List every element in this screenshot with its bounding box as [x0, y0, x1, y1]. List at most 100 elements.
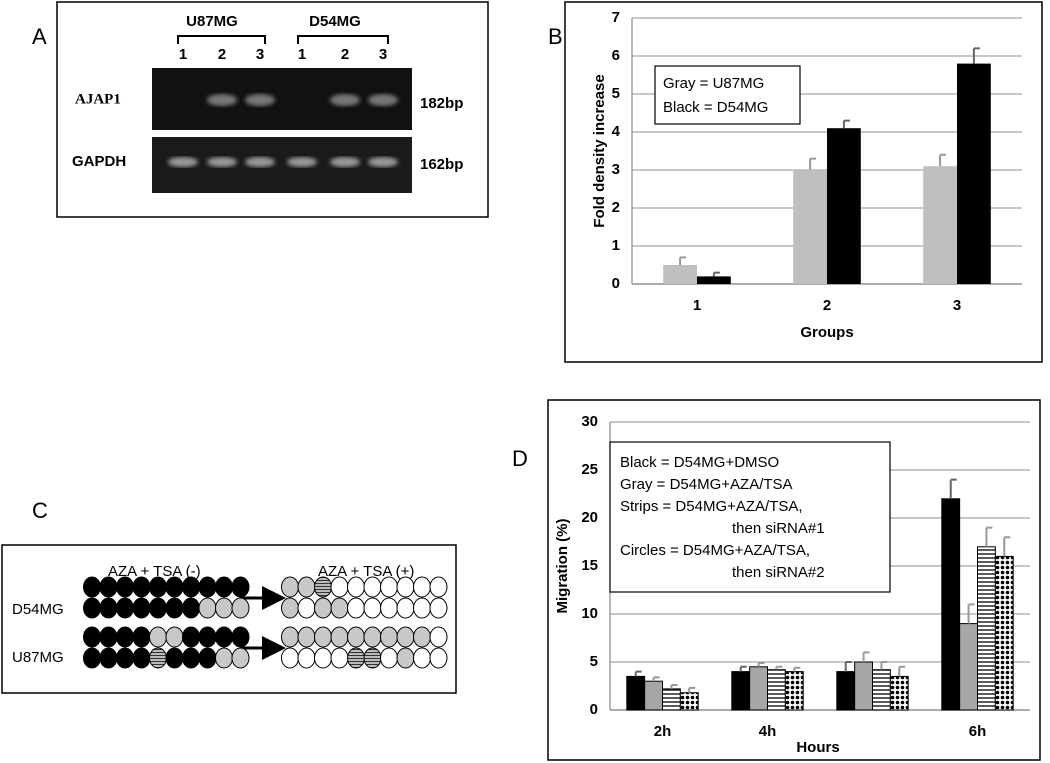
- gel-band: [368, 94, 398, 106]
- gel-band: [368, 157, 398, 167]
- condition-label: AZA + TSA (+): [318, 563, 414, 580]
- error-bar: [972, 47, 980, 64]
- error-bar: [757, 661, 765, 667]
- cpg-site: [297, 597, 316, 619]
- cpg-site: [429, 576, 448, 598]
- cpg-site: [429, 647, 448, 669]
- y-tick-label: 0: [612, 275, 620, 292]
- error-bar: [939, 153, 947, 167]
- cell-label: U87MG: [12, 649, 64, 666]
- cpg-site: [215, 626, 233, 648]
- cpg-site: [363, 626, 382, 648]
- cpg-site: [149, 647, 167, 669]
- cpg-site: [116, 576, 134, 598]
- error-bar: [652, 676, 660, 682]
- legend-box: [609, 441, 891, 593]
- cpg-site: [231, 626, 250, 648]
- cpg-site: [165, 647, 184, 669]
- error-bar: [842, 119, 850, 129]
- cpg-site: [429, 626, 448, 648]
- y-tick-label: 1: [612, 237, 620, 254]
- legend-text: then siRNA#1: [732, 520, 825, 537]
- y-axis-title: Fold density increase: [591, 74, 608, 227]
- cpg-site: [330, 597, 349, 619]
- x-tick-label: 2: [823, 297, 831, 314]
- error-bar: [967, 603, 975, 624]
- cpg-site: [363, 647, 382, 669]
- x-tick-label: 2h: [654, 723, 672, 740]
- cpg-site: [281, 647, 299, 669]
- panel-a-frame: [56, 1, 489, 218]
- gel-band: [287, 157, 317, 167]
- bar: [836, 671, 856, 711]
- cpg-site: [396, 576, 415, 598]
- bar: [731, 671, 751, 711]
- y-tick-label: 0: [590, 701, 598, 718]
- cpg-site: [281, 576, 299, 598]
- cpg-site: [83, 597, 101, 619]
- panel-label: C: [32, 498, 48, 523]
- cpg-site: [198, 576, 217, 598]
- error-bar: [634, 670, 642, 677]
- bar: [941, 498, 961, 711]
- error-bar: [739, 665, 747, 672]
- cpg-site: [396, 647, 415, 669]
- cpg-site: [429, 597, 448, 619]
- y-tick-label: 2: [612, 199, 620, 216]
- legend-text: Black = D54MG+DMSO: [620, 454, 779, 471]
- legend-text: then siRNA#2: [732, 564, 825, 581]
- error-bar: [862, 651, 870, 662]
- gel-band: [330, 94, 360, 106]
- cpg-site: [363, 576, 382, 598]
- y-tick-label: 30: [581, 413, 598, 430]
- bar: [957, 63, 991, 284]
- error-bar: [985, 526, 993, 547]
- cpg-site: [314, 597, 332, 619]
- y-tick-label: 5: [590, 653, 598, 670]
- x-axis-title: Groups: [800, 324, 853, 341]
- bar: [959, 623, 979, 711]
- cpg-site: [83, 626, 101, 648]
- x-tick-label: 6h: [969, 723, 987, 740]
- error-bar: [844, 661, 852, 672]
- cpg-site: [149, 597, 167, 619]
- cpg-site: [281, 626, 299, 648]
- panel-label: A: [32, 24, 47, 49]
- cpg-site: [347, 626, 365, 648]
- cpg-site: [396, 626, 415, 648]
- cpg-site: [198, 626, 217, 648]
- bar: [662, 688, 681, 711]
- cpg-site: [231, 597, 250, 619]
- y-tick-label: 4: [612, 123, 621, 140]
- y-tick-label: 5: [612, 85, 620, 102]
- panel-label: B: [548, 24, 563, 49]
- cpg-site: [182, 576, 200, 598]
- cpg-site: [116, 647, 134, 669]
- bar: [793, 170, 827, 284]
- cpg-site: [380, 597, 398, 619]
- size-label: 182bp: [420, 95, 463, 112]
- group-label: D54MG: [309, 13, 361, 30]
- cpg-site: [215, 597, 233, 619]
- y-tick-label: 6: [612, 47, 620, 64]
- cpg-site: [347, 597, 365, 619]
- lane-label: 1: [298, 46, 306, 63]
- error-bar: [670, 684, 678, 689]
- cpg-site: [83, 647, 101, 669]
- bar: [994, 555, 1014, 711]
- cpg-site: [413, 597, 431, 619]
- cell-label: D54MG: [12, 601, 64, 618]
- cpg-site: [215, 576, 233, 598]
- cpg-site: [198, 647, 217, 669]
- cpg-site: [363, 597, 382, 619]
- cpg-site: [149, 626, 167, 648]
- gel-band: [245, 94, 275, 106]
- panel-c-frame: [1, 544, 457, 694]
- legend-text: Circles = D54MG+AZA/TSA,: [620, 542, 810, 559]
- cpg-site: [330, 626, 349, 648]
- cpg-site: [198, 597, 217, 619]
- cpg-site: [182, 626, 200, 648]
- cpg-site: [99, 647, 118, 669]
- error-bar: [679, 256, 687, 265]
